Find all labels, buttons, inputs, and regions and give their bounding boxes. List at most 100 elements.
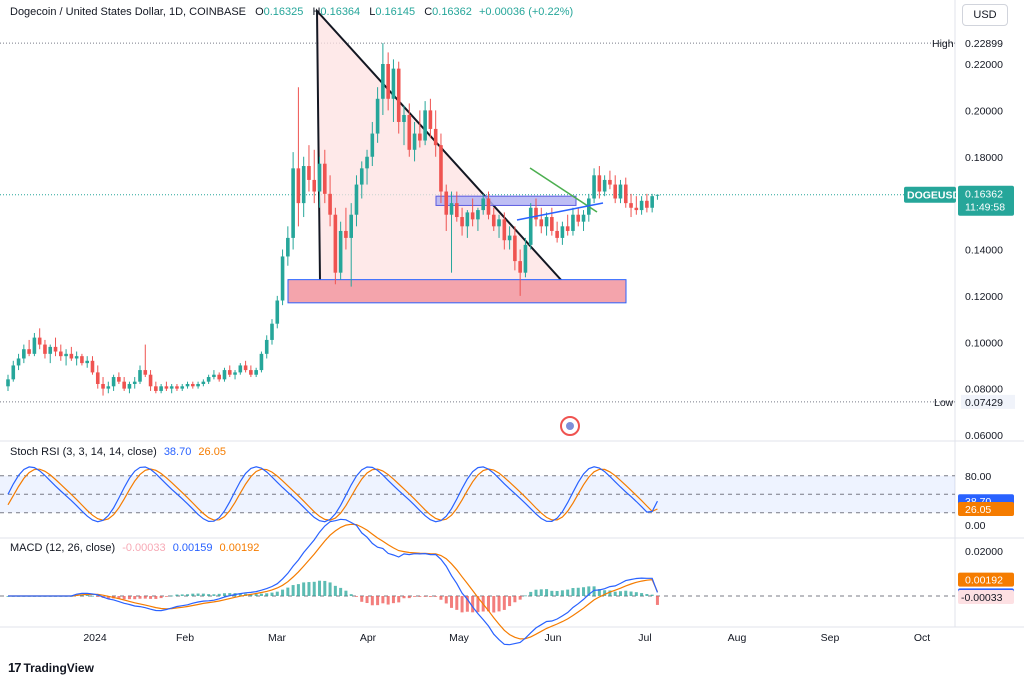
macd-histogram-bar (180, 594, 184, 596)
macd-histogram-bar (597, 589, 601, 596)
macd-histogram-bar (186, 594, 190, 596)
candle-body (418, 133, 422, 141)
macd-histogram-bar (201, 593, 205, 596)
candle-body (534, 207, 538, 220)
candle-body (470, 212, 475, 220)
macd-histogram-bar (254, 594, 258, 596)
candle-body (634, 207, 639, 211)
macd-signal-tag: 0.00192 (965, 575, 1003, 587)
time-axis-label: Sep (821, 632, 840, 644)
macd-histogram-bar (249, 594, 253, 596)
candle-body (375, 98, 380, 134)
stoch-rsi-label[interactable]: Stoch RSI (3, 3, 14, 14, close) (10, 446, 157, 458)
macd-histogram-bar (523, 595, 527, 597)
candle-body (381, 64, 385, 99)
macd-signal-tag-bg (958, 572, 1014, 587)
symbol-title[interactable]: Dogecoin / United States Dollar, 1D, COI… (10, 6, 246, 18)
stoch-k-line (7, 466, 658, 523)
currency-button[interactable]: USD (962, 4, 1008, 26)
time-axis-label: Jun (545, 632, 562, 644)
time-axis-label: Aug (728, 632, 747, 644)
tradingview-brand[interactable]: 17 TradingView (8, 660, 94, 675)
candle-body (43, 344, 47, 354)
candle-body (565, 226, 570, 231)
macd-histogram-bar (281, 589, 285, 596)
candle-body (333, 214, 338, 273)
price-axis-label: 0.18000 (965, 152, 1003, 164)
candle-body (597, 175, 602, 192)
macd-histogram-bar (576, 587, 580, 596)
support-zone (287, 279, 627, 304)
candle-body (138, 370, 142, 382)
macd-axis-label: 0.02000 (965, 546, 1003, 558)
time-axis-label: Feb (176, 632, 194, 644)
open-value: 0.16325 (263, 6, 304, 18)
macd-histogram-bar (529, 591, 533, 596)
candle-body (185, 383, 190, 387)
macd-histogram-bar (402, 596, 406, 599)
candle-body (608, 179, 612, 185)
macd-histogram-bar (550, 590, 554, 596)
macd-histogram-bar (534, 589, 538, 596)
macd-histogram-bar (96, 596, 100, 597)
macd-label[interactable]: MACD (12, 26, close) (10, 542, 116, 554)
candle-body (476, 210, 480, 220)
candle-body (439, 145, 443, 192)
price-axis-label: 0.08000 (965, 384, 1003, 396)
macd-histogram-bar (391, 596, 395, 604)
candle-body (291, 168, 295, 238)
macd-legend: MACD (12, 26, close) -0.00033 0.00159 0.… (10, 542, 259, 554)
high-label: H (312, 6, 321, 18)
candle-body (428, 110, 433, 129)
macd-histogram-bar (613, 591, 617, 596)
candle-body (286, 237, 290, 257)
candle-body (227, 370, 232, 375)
candle-body (629, 203, 633, 208)
macd-histogram-bar (175, 594, 179, 596)
candle-body (323, 163, 327, 194)
high-tag-label: High (932, 38, 954, 50)
macd-signal-line (8, 523, 658, 640)
candle-body (528, 207, 533, 245)
macd-histogram-bar (582, 587, 586, 596)
candle-body (618, 184, 623, 199)
macd-histogram-bar (386, 596, 390, 605)
macd-histogram-bar (286, 587, 290, 596)
candle-body (201, 381, 206, 384)
candle-body (497, 219, 501, 227)
macd-histogram-bar (296, 584, 300, 596)
candle-body (22, 349, 26, 359)
candle-body (359, 168, 364, 185)
macd-histogram-bar (191, 593, 195, 596)
candle-body (602, 179, 607, 192)
low-tag-label: Low (934, 397, 954, 409)
macd-histogram-bar (381, 596, 385, 604)
candle-body (370, 133, 375, 157)
close-value: 0.16362 (432, 6, 472, 18)
candle-body (550, 217, 554, 231)
macd-histogram-bar (159, 596, 163, 599)
low-label: L (369, 6, 376, 18)
candle-body (449, 203, 454, 215)
macd-histogram-bar (265, 593, 269, 596)
candle-body (518, 261, 522, 273)
macd-histogram-bar (212, 594, 216, 596)
candle-body (581, 214, 586, 222)
candle-body (465, 212, 470, 227)
macd-histogram-bar (328, 582, 332, 596)
candle-body (555, 230, 559, 238)
macd-histogram-bar (270, 592, 274, 596)
macd-histogram-bar (476, 596, 480, 613)
candle-body (37, 337, 42, 345)
time-axis-label: Jul (638, 632, 651, 644)
macd-histogram-bar (434, 596, 438, 597)
flag-icon-inner (566, 422, 574, 430)
macd-hist-tag-bg (958, 590, 1014, 604)
macd-histogram-bar (339, 587, 343, 596)
candle-body (132, 381, 137, 384)
macd-histogram-bar (518, 596, 522, 600)
macd-histogram-bar (228, 593, 232, 596)
candle-body (27, 349, 31, 354)
